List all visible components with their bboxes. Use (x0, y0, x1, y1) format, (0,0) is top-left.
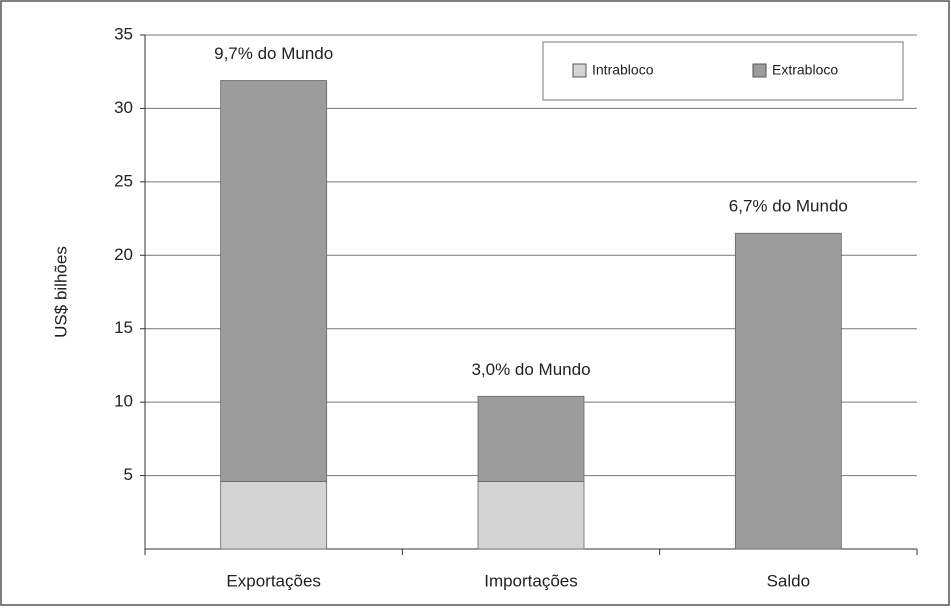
x-tick-label: Saldo (767, 571, 810, 590)
y-tick-label: 35 (114, 24, 133, 43)
y-tick-label: 25 (114, 171, 133, 190)
y-tick-label: 5 (124, 465, 133, 484)
x-tick-label: Exportações (226, 571, 321, 590)
bar-segment (220, 481, 328, 550)
y-axis-label: US$ bilhões (51, 246, 70, 338)
y-tick-label: 15 (114, 318, 133, 337)
legend-swatch (752, 63, 767, 78)
bar-annotation: 6,7% do Mundo (729, 197, 848, 216)
bar-segment (734, 232, 842, 550)
legend-label: Extrabloco (772, 62, 838, 78)
legend-box (542, 41, 904, 101)
bar-annotation: 3,0% do Mundo (471, 360, 590, 379)
y-tick-label: 10 (114, 392, 133, 411)
legend-label: Intrabloco (592, 62, 654, 78)
y-tick-label: 30 (114, 98, 133, 117)
bar-segment (477, 481, 585, 550)
bar-annotation: 9,7% do Mundo (214, 44, 333, 63)
bar-segment (477, 395, 585, 482)
x-tick-label: Importações (484, 571, 578, 590)
y-tick-label: 20 (114, 245, 133, 264)
legend-swatch (572, 63, 587, 78)
bar-segment (220, 80, 328, 482)
